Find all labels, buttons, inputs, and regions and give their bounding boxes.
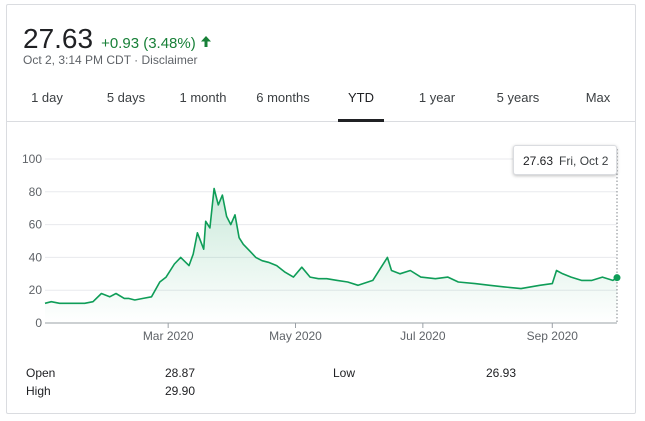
last-price-dot [613, 274, 621, 282]
arrow-up-icon [200, 35, 212, 52]
x-tick-label: Sep 2020 [527, 329, 579, 343]
tab-1-day[interactable]: 1 day [31, 90, 63, 105]
stat-high-label: High [26, 384, 51, 398]
tab-ytd[interactable]: YTD [338, 75, 384, 122]
tab-5-years[interactable]: 5 years [496, 90, 540, 105]
tab-1-year[interactable]: 1 year [418, 90, 456, 105]
tab-1-month[interactable]: 1 month [179, 90, 227, 105]
stat-high-value: 29.90 [165, 384, 196, 398]
y-tick-label: 80 [29, 185, 43, 199]
quote-subtitle: Oct 2, 3:14 PM CDT · Disclaimer [23, 53, 198, 67]
y-tick-label: 20 [29, 283, 43, 297]
price-row: 27.63 +0.93 (3.48%) [23, 25, 212, 53]
current-price: 27.63 [23, 23, 94, 54]
x-tick-label: Jul 2020 [400, 329, 446, 343]
y-tick-label: 40 [29, 250, 43, 264]
separator: · [130, 53, 142, 67]
tab-6-months[interactable]: 6 months [256, 90, 310, 105]
x-tick-label: Mar 2020 [143, 329, 194, 343]
price-chart[interactable]: 0 20 40 60 80 100 Mar 2020 May 2020 Jul 2020 Sep … [7, 122, 636, 354]
stat-low-label: Low [333, 366, 356, 380]
y-tick-label: 60 [29, 218, 43, 232]
price-change-value: +0.93 (3.48%) [101, 35, 196, 52]
price-line [44, 187, 618, 305]
tab-max[interactable]: Max [585, 90, 611, 105]
tab-5-days[interactable]: 5 days [106, 90, 146, 105]
disclaimer-link[interactable]: Disclaimer [141, 53, 198, 67]
x-tick-label: May 2020 [269, 329, 322, 343]
tooltip-date: Fri, Oct 2 [559, 154, 609, 168]
stat-low-value: 26.93 [486, 366, 517, 380]
tooltip-value: 27.63 [523, 154, 554, 168]
stat-open-value: 28.87 [165, 366, 196, 380]
price-change: +0.93 (3.48%) [101, 35, 212, 52]
range-tabs: 1 day 5 days 1 month 6 months YTD 1 year… [7, 75, 635, 122]
y-tick-label: 0 [35, 316, 42, 330]
chart-tooltip: 27.63 Fri, Oct 2 [513, 145, 617, 175]
stock-card: 27.63 +0.93 (3.48%) Oct 2, 3:14 PM CDT ·… [6, 4, 636, 414]
price-area [45, 188, 617, 323]
stat-open-label: Open [26, 366, 56, 380]
quote-timestamp: Oct 2, 3:14 PM CDT [23, 53, 131, 67]
y-tick-label: 100 [22, 152, 42, 166]
